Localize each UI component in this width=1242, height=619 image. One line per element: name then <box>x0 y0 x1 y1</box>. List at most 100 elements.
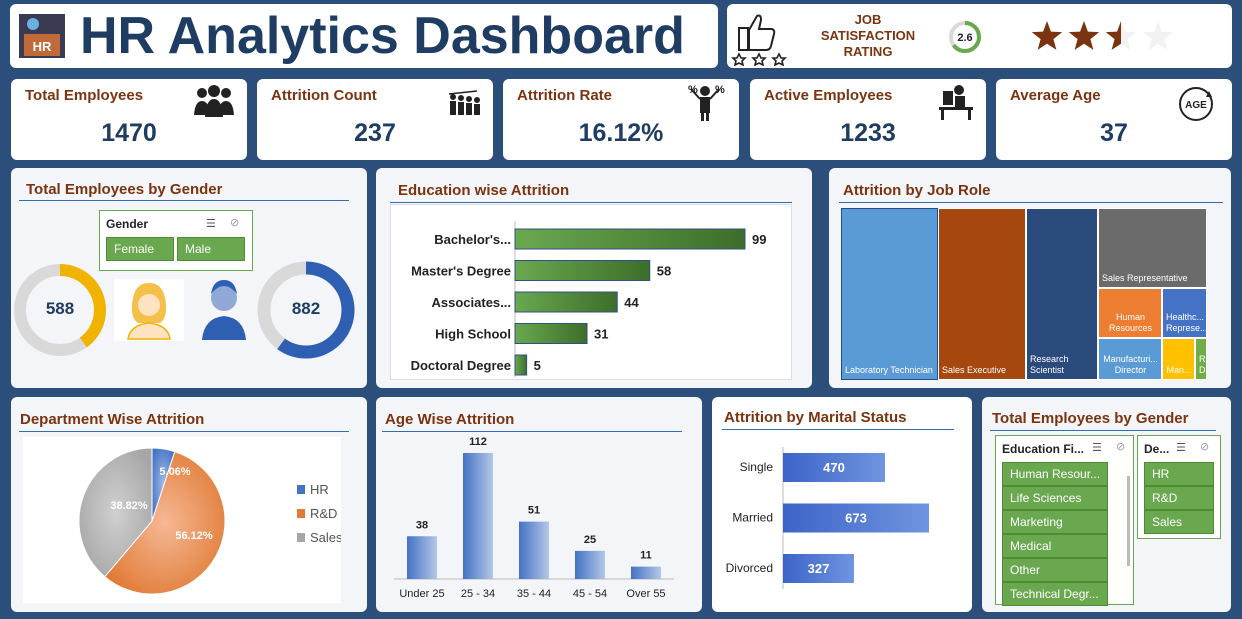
gender-option-male[interactable]: Male <box>177 237 245 261</box>
gender-option-female[interactable]: Female <box>106 237 174 261</box>
education-field-option[interactable]: Medical <box>1002 534 1108 558</box>
age-panel: Age Wise Attrition 38 Under 25 112 25 - 34 5… <box>376 397 702 612</box>
education-bar[interactable] <box>514 260 651 281</box>
treemap-cell-label: Healthc... Represe... <box>1166 312 1207 333</box>
kpi-label: Total Employees <box>25 87 144 104</box>
male-donut: 882 <box>255 259 357 361</box>
education-category-label: High School <box>435 327 511 342</box>
age-cycle-icon: AGE <box>1176 85 1216 128</box>
education-field-option[interactable]: Technical Degr... <box>1002 582 1108 606</box>
education-bar[interactable] <box>514 354 528 376</box>
hr-badge-text: HR <box>33 39 52 54</box>
education-field-option[interactable]: Life Sciences <box>1002 486 1108 510</box>
treemap-cell[interactable]: Sales Executive <box>938 208 1026 380</box>
clear-filter-icon[interactable]: ⊘ <box>1116 441 1126 453</box>
treemap-cell[interactable]: Laboratory Technician <box>841 208 938 380</box>
rating-gauge: 2.6 <box>947 19 983 55</box>
gender-slicer-title: Gender <box>106 217 149 231</box>
kpi-value: 1233 <box>840 119 896 147</box>
slicers-panel: Total Employees by Gender Education Fi..… <box>982 397 1231 612</box>
marital-bar[interactable] <box>783 503 929 533</box>
marital-value-label: 327 <box>808 561 830 576</box>
star-full-icon <box>1068 21 1100 50</box>
age-bar[interactable] <box>407 536 437 579</box>
jobrole-chart-title: Attrition by Job Role <box>843 182 991 199</box>
marital-category-label: Married <box>732 511 773 525</box>
education-field-slicer-title: Education Fi... <box>1002 442 1085 456</box>
age-bar[interactable] <box>463 453 493 579</box>
kpi-card-attrition-count: Attrition Count 237 <box>257 79 493 160</box>
marital-bar[interactable] <box>783 554 854 583</box>
legend-swatch <box>297 533 305 542</box>
department-option[interactable]: Sales <box>1144 510 1214 534</box>
kpi-card-total-employees: Total Employees 1470 <box>11 79 247 160</box>
age-bar[interactable] <box>575 550 605 579</box>
star-rating <box>1027 18 1180 54</box>
clear-filter-icon[interactable]: ⊘ <box>230 217 240 229</box>
education-field-option[interactable]: Marketing <box>1002 510 1108 534</box>
education-field-option[interactable]: Other <box>1002 558 1108 582</box>
title-underline <box>990 430 1216 431</box>
age-value-label: 38 <box>416 519 428 531</box>
kpi-value: 1470 <box>101 119 157 147</box>
treemap-cell-label: Laboratory Technician <box>845 365 933 375</box>
education-bar[interactable] <box>514 228 746 250</box>
female-avatar-icon <box>114 279 184 341</box>
age-value-label: 25 <box>584 534 596 546</box>
pie-slice[interactable] <box>104 451 226 595</box>
department-slicer-title: De... <box>1144 442 1170 456</box>
treemap-cell[interactable]: Research Scientist <box>1026 208 1098 380</box>
department-option[interactable]: HR <box>1144 462 1214 486</box>
kpi-value: 16.12% <box>578 119 664 147</box>
multiselect-icon[interactable]: ☰ <box>206 218 216 230</box>
title-underline <box>382 431 682 432</box>
education-category-label: Master's Degree <box>411 264 511 279</box>
education-bar[interactable] <box>514 323 588 344</box>
jobrole-panel: Attrition by Job Role Laboratory Technic… <box>829 168 1231 388</box>
marital-panel: Attrition by Marital Status Single 470 Mar… <box>712 397 972 612</box>
clear-filter-icon[interactable]: ⊘ <box>1200 441 1210 453</box>
treemap-cell[interactable]: Man... <box>1162 338 1195 380</box>
marital-bar[interactable] <box>783 453 885 482</box>
kpi-label: Attrition Rate <box>517 87 612 104</box>
percent-person-icon: %% <box>685 83 725 126</box>
education-field-option[interactable]: Human Resour... <box>1002 462 1108 486</box>
male-count: 882 <box>291 299 321 318</box>
marital-value-label: 673 <box>845 511 867 526</box>
treemap-cell[interactable]: Manufacturi... Director <box>1098 338 1162 380</box>
kpi-card-attrition-rate: Attrition Rate 16.12% %% <box>503 79 739 160</box>
pie-slice-label: 38.82% <box>110 500 148 512</box>
rating-label-line-3: RATING <box>843 44 893 59</box>
slicer-scrollbar[interactable] <box>1127 476 1130 566</box>
treemap-cell[interactable]: R... D... <box>1195 338 1207 380</box>
age-category-label: 25 - 34 <box>461 588 495 600</box>
department-slicer: De... ☰ ⊘ HR R&D Sales <box>1137 435 1221 539</box>
marital-chart-title: Attrition by Marital Status <box>724 409 907 426</box>
age-bar[interactable] <box>519 521 549 579</box>
department-option[interactable]: R&D <box>1144 486 1214 510</box>
female-donut: 588 <box>11 261 109 359</box>
kpi-label: Average Age <box>1010 87 1101 104</box>
marital-category-label: Divorced <box>726 561 773 575</box>
age-chart-title: Age Wise Attrition <box>385 411 515 428</box>
rating-card: JOB SATISFACTION RATING 2.6 <box>727 4 1232 68</box>
rating-label-line-1: JOB <box>854 12 882 27</box>
treemap-cell[interactable]: Healthc... Represe... <box>1162 288 1207 338</box>
pie-slice[interactable] <box>78 447 153 578</box>
multiselect-icon[interactable]: ☰ <box>1092 442 1102 454</box>
thumbs-up-stars-icon <box>729 8 789 67</box>
treemap-cell-label: Manufacturi... Director <box>1103 354 1158 375</box>
gender-panel: Total Employees by Gender Gender ☰ ⊘ Fem… <box>11 168 367 388</box>
treemap-cell[interactable]: Human Resources <box>1098 288 1162 338</box>
treemap-cell-label: Sales Representative <box>1102 273 1188 283</box>
marital-value-label: 470 <box>823 460 845 475</box>
slicers-panel-title: Total Employees by Gender <box>992 410 1189 427</box>
legend-label: R&D <box>310 506 337 521</box>
age-bar[interactable] <box>631 566 661 579</box>
treemap-cell[interactable]: Sales Representative <box>1098 208 1207 288</box>
pie-slice-label: 56.12% <box>175 530 213 542</box>
education-bar[interactable] <box>514 291 618 313</box>
multiselect-icon[interactable]: ☰ <box>1176 442 1186 454</box>
title-underline <box>19 431 349 432</box>
kpi-card-active-employees: Active Employees 1233 <box>750 79 986 160</box>
